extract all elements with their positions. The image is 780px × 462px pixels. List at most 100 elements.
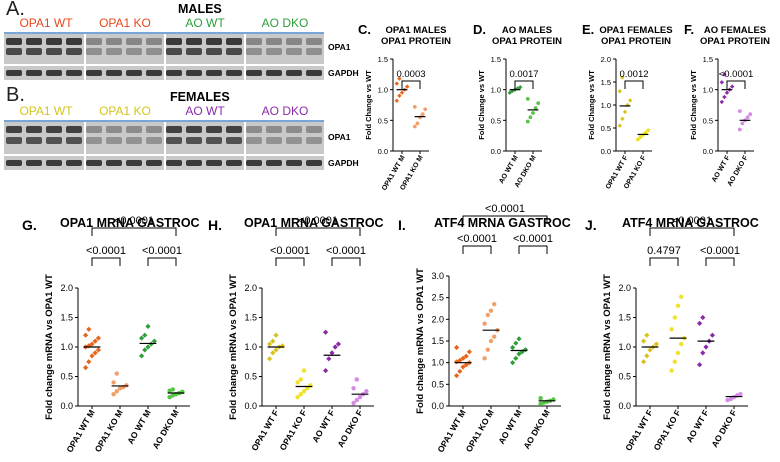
data-point xyxy=(357,394,363,400)
blot-band xyxy=(26,160,42,166)
y-axis-label: Fold Change vs WT xyxy=(689,70,698,140)
blot-band xyxy=(126,137,142,144)
data-point xyxy=(620,116,625,121)
blot-band xyxy=(146,160,162,166)
blot-band xyxy=(286,48,302,55)
data-point xyxy=(518,85,523,90)
blot-band xyxy=(246,38,262,45)
data-point xyxy=(463,353,469,359)
data-point xyxy=(728,396,733,402)
blot-band xyxy=(186,137,202,144)
blot-divider xyxy=(164,34,166,64)
data-point xyxy=(669,327,674,332)
blot-band xyxy=(306,38,322,45)
y-tick-label: 2.0 xyxy=(244,283,257,293)
data-point xyxy=(617,123,622,128)
data-point xyxy=(709,332,715,338)
data-point xyxy=(538,396,543,401)
blot-band xyxy=(86,137,102,144)
panel-a-opa1-blot xyxy=(4,32,324,64)
data-point xyxy=(647,347,653,353)
data-point xyxy=(516,336,522,342)
y-tick-label: 1.5 xyxy=(491,55,501,64)
data-point xyxy=(679,294,684,300)
data-point xyxy=(170,387,175,392)
significance-bracket xyxy=(275,257,305,266)
chart-title: OPA1 PROTEIN xyxy=(700,36,770,47)
data-point xyxy=(167,394,172,400)
data-point xyxy=(326,356,332,362)
significance-bracket xyxy=(275,227,361,236)
data-point xyxy=(492,334,497,339)
data-point xyxy=(270,338,276,344)
blot-band xyxy=(166,38,182,45)
data-point xyxy=(454,359,460,365)
data-point xyxy=(298,392,303,397)
data-point xyxy=(354,397,359,403)
y-tick-label: 1.5 xyxy=(601,78,611,87)
blot-band xyxy=(26,38,42,45)
blot-band xyxy=(266,70,282,76)
blot-band xyxy=(206,160,222,166)
y-tick-label: 1.5 xyxy=(378,55,388,64)
blot-divider xyxy=(244,66,246,80)
data-point xyxy=(305,386,310,391)
y-tick-label: 0.0 xyxy=(491,147,501,156)
data-point xyxy=(457,357,463,364)
data-point xyxy=(509,360,516,366)
x-tick-label: AO DKO F xyxy=(335,408,364,449)
data-point xyxy=(397,93,402,98)
chart-title: AO FEMALES xyxy=(704,25,766,36)
blot-band xyxy=(166,160,182,166)
data-point xyxy=(463,362,469,368)
y-tick-label: 3.0 xyxy=(431,271,444,281)
data-point xyxy=(460,364,466,370)
significance-bracket xyxy=(726,80,746,89)
blot-band xyxy=(66,137,82,144)
data-point xyxy=(644,332,650,338)
data-point xyxy=(298,377,303,382)
data-point xyxy=(273,332,279,338)
data-point xyxy=(95,335,101,341)
data-point xyxy=(412,104,417,109)
blot-band xyxy=(86,38,102,45)
x-tick-label: OPA1 KO F xyxy=(277,408,308,452)
chart-title: AO MALES xyxy=(502,25,552,36)
data-point xyxy=(719,80,724,85)
y-tick-label: 0.5 xyxy=(491,116,501,125)
panel-b-gapdh-label: GAPDH xyxy=(328,158,359,168)
data-point xyxy=(273,347,279,353)
data-point xyxy=(485,312,490,318)
x-tick-label: AO WT M xyxy=(125,408,153,446)
chart-title: OPA1 PROTEIN xyxy=(381,36,451,47)
data-point xyxy=(533,106,538,110)
blot-band xyxy=(166,48,182,55)
x-tick-label: AO DKO M xyxy=(150,408,180,451)
p-value-label: <0.0001 xyxy=(114,215,154,227)
data-point xyxy=(151,338,157,344)
significance-bracket xyxy=(331,257,361,266)
data-point xyxy=(114,371,120,376)
blot-band xyxy=(146,70,162,76)
blot-band xyxy=(286,70,302,76)
data-point xyxy=(722,72,727,77)
y-tick-label: 1.5 xyxy=(244,313,257,323)
blot-band xyxy=(126,48,142,55)
significance-bracket xyxy=(147,257,177,266)
p-value-label: <0.0001 xyxy=(298,215,338,227)
data-point xyxy=(625,102,630,108)
data-point xyxy=(679,341,684,347)
blot-band xyxy=(266,137,282,144)
blot-band xyxy=(246,48,262,55)
blot-band xyxy=(106,137,122,144)
blot-band xyxy=(186,70,202,76)
data-point xyxy=(675,303,681,308)
y-tick-label: 0.5 xyxy=(431,379,444,389)
data-point xyxy=(697,362,703,368)
panel-letter-c: C. xyxy=(358,22,371,37)
data-point xyxy=(412,124,417,129)
data-point xyxy=(703,344,709,350)
blot-band xyxy=(46,70,62,76)
blot-band xyxy=(86,126,102,133)
blot-divider xyxy=(244,34,246,64)
